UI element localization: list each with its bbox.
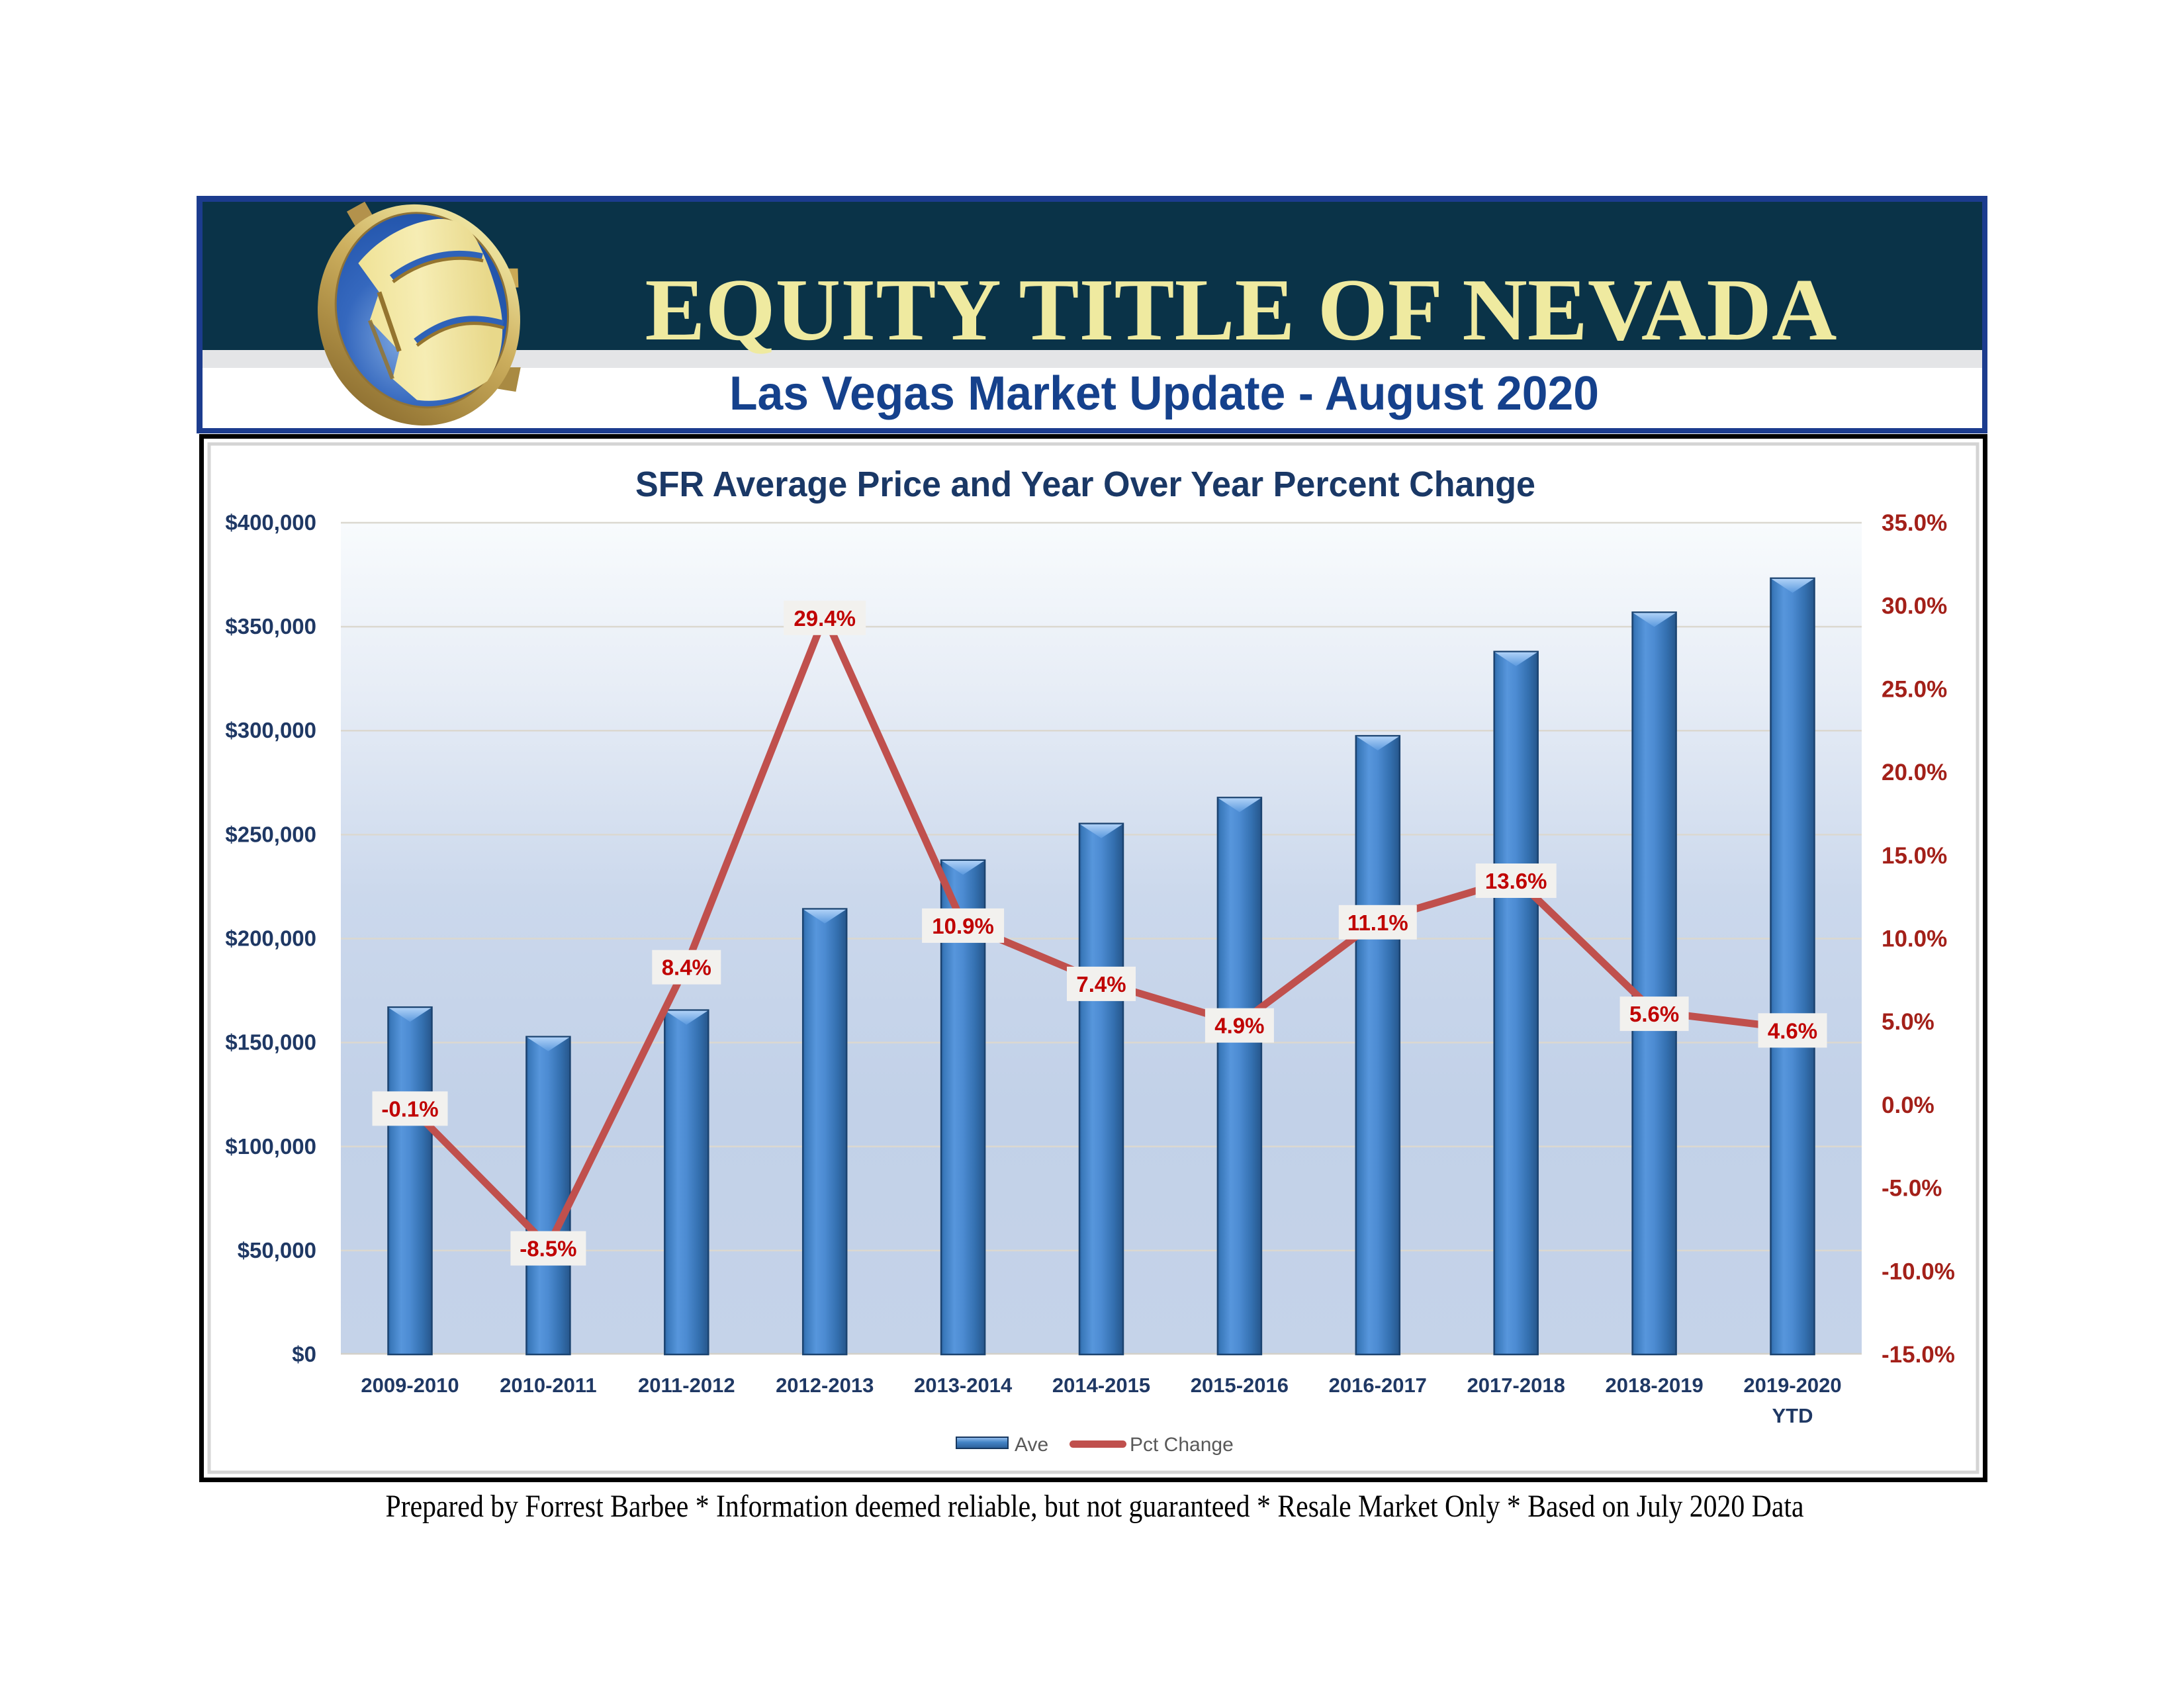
svg-text:2016-2017: 2016-2017 — [1329, 1374, 1427, 1397]
svg-text:8.4%: 8.4% — [662, 955, 711, 980]
svg-text:$300,000: $300,000 — [225, 718, 316, 742]
svg-text:30.0%: 30.0% — [1882, 594, 1947, 619]
svg-text:35.0%: 35.0% — [1882, 510, 1947, 536]
svg-text:13.6%: 13.6% — [1485, 869, 1547, 893]
svg-text:15.0%: 15.0% — [1882, 843, 1947, 869]
svg-text:11.1%: 11.1% — [1347, 910, 1408, 935]
svg-text:$400,000: $400,000 — [225, 510, 316, 535]
svg-text:2010-2011: 2010-2011 — [500, 1374, 597, 1397]
svg-text:2009-2010: 2009-2010 — [361, 1374, 459, 1397]
svg-text:20.0%: 20.0% — [1882, 760, 1947, 785]
svg-text:Las Vegas Market Update - Augu: Las Vegas Market Update - August 2020 — [729, 367, 1599, 420]
svg-text:$50,000: $50,000 — [238, 1238, 316, 1262]
svg-text:$250,000: $250,000 — [225, 822, 316, 846]
svg-text:-10.0%: -10.0% — [1882, 1259, 1955, 1284]
svg-text:4.9%: 4.9% — [1214, 1014, 1264, 1038]
svg-text:EQUITY TITLE OF NEVADA: EQUITY TITLE OF NEVADA — [645, 261, 1837, 359]
svg-text:2018-2019: 2018-2019 — [1605, 1374, 1703, 1397]
svg-text:Pct Change: Pct Change — [1130, 1434, 1234, 1456]
svg-text:2015-2016: 2015-2016 — [1191, 1374, 1289, 1397]
svg-text:-15.0%: -15.0% — [1882, 1342, 1955, 1368]
svg-text:4.6%: 4.6% — [1768, 1018, 1817, 1043]
svg-text:2011-2012: 2011-2012 — [638, 1374, 735, 1397]
svg-text:25.0%: 25.0% — [1882, 676, 1947, 702]
svg-text:10.0%: 10.0% — [1882, 926, 1947, 952]
svg-text:YTD: YTD — [1772, 1404, 1813, 1427]
svg-text:0.0%: 0.0% — [1882, 1092, 1934, 1118]
svg-text:-8.5%: -8.5% — [520, 1237, 576, 1261]
svg-text:2014-2015: 2014-2015 — [1052, 1374, 1150, 1397]
svg-text:$100,000: $100,000 — [225, 1134, 316, 1159]
svg-text:10.9%: 10.9% — [932, 914, 994, 938]
svg-text:7.4%: 7.4% — [1076, 972, 1126, 996]
svg-text:SFR Average Price and Year Ove: SFR Average Price and Year Over Year Per… — [635, 465, 1535, 504]
svg-text:2012-2013: 2012-2013 — [776, 1374, 874, 1397]
svg-text:-5.0%: -5.0% — [1882, 1176, 1942, 1202]
svg-text:29.4%: 29.4% — [794, 606, 856, 631]
svg-text:Ave: Ave — [1015, 1434, 1048, 1456]
svg-text:2019-2020: 2019-2020 — [1743, 1374, 1841, 1397]
svg-text:5.6%: 5.6% — [1629, 1002, 1679, 1026]
svg-text:2017-2018: 2017-2018 — [1467, 1374, 1565, 1397]
svg-text:$200,000: $200,000 — [225, 926, 316, 951]
svg-text:$350,000: $350,000 — [225, 614, 316, 639]
svg-text:-0.1%: -0.1% — [381, 1096, 438, 1121]
svg-text:$150,000: $150,000 — [225, 1030, 316, 1055]
svg-text:2013-2014: 2013-2014 — [914, 1374, 1013, 1397]
svg-text:$0: $0 — [292, 1342, 316, 1366]
svg-text:5.0%: 5.0% — [1882, 1009, 1934, 1035]
svg-text:Prepared by Forrest Barbee * I: Prepared by Forrest Barbee * Information… — [386, 1489, 1804, 1524]
